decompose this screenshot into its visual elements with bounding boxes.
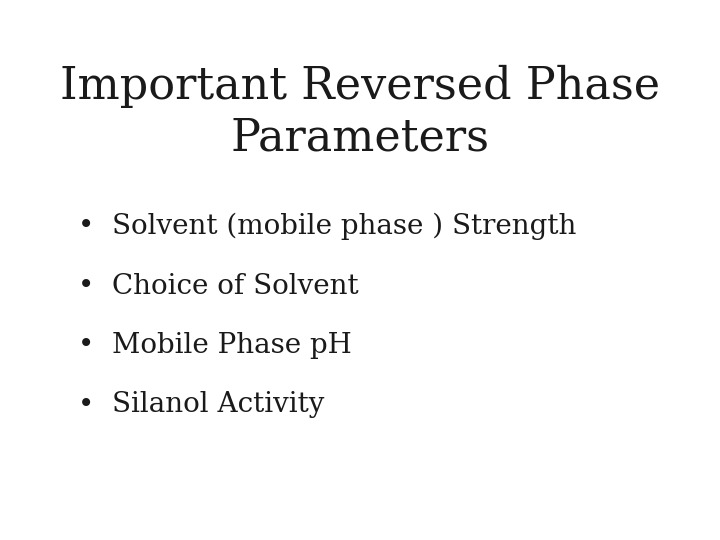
Text: Important Reversed Phase
Parameters: Important Reversed Phase Parameters — [60, 65, 660, 160]
Text: Choice of Solvent: Choice of Solvent — [112, 273, 359, 300]
Text: Mobile Phase pH: Mobile Phase pH — [112, 332, 351, 359]
Text: Solvent (mobile phase ) Strength: Solvent (mobile phase ) Strength — [112, 213, 576, 240]
Text: Silanol Activity: Silanol Activity — [112, 392, 324, 418]
Text: •: • — [78, 392, 94, 418]
Text: •: • — [78, 332, 94, 359]
Text: •: • — [78, 213, 94, 240]
Text: •: • — [78, 273, 94, 300]
